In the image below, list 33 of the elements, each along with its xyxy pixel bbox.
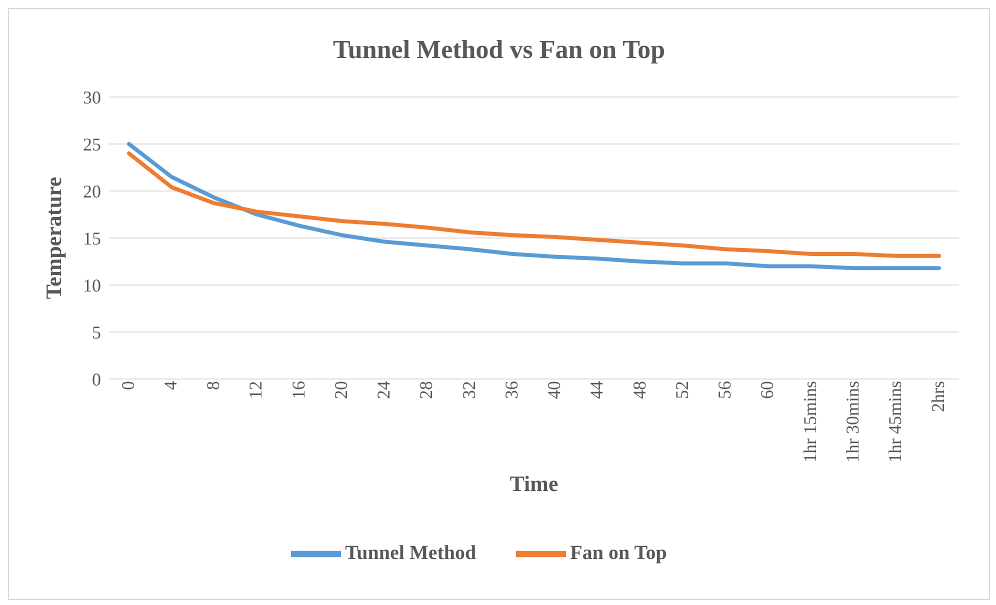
x-tick-label: 1hr 15mins [800,381,820,463]
line-series [127,151,941,258]
x-tick-label: 24 [374,381,394,399]
x-tick-label: 0 [118,381,138,390]
x-tick-label: 12 [246,381,266,399]
x-tick-label: 36 [501,381,522,399]
x-tick-label: 16 [288,381,308,399]
y-tick-label: 15 [83,228,101,248]
y-tick-label: 25 [83,134,101,154]
legend-label: Tunnel Method [345,542,476,564]
chart-title: Tunnel Method vs Fan on Top [332,35,666,65]
x-tick-label: 2hrs [928,381,948,412]
x-tick-label: 1hr 45mins [885,381,906,463]
x-tick-label: 52 [672,381,692,399]
x-tick-label: 44 [586,381,607,399]
x-tick-label: 40 [544,381,564,399]
x-tick-label: 28 [416,381,436,399]
y-tick-label: 20 [83,181,101,202]
y-tick-label: 10 [83,275,101,296]
x-tick-label: 60 [757,381,778,399]
x-tick-label: 1hr 30mins [842,381,863,463]
x-tick-label: 32 [458,381,479,399]
y-tick-label: 30 [83,87,101,108]
y-axis-title: Temperature [40,176,66,300]
x-tick-label: 4 [160,381,180,390]
line-series [127,142,941,270]
x-axis-title: Time [510,471,558,496]
x-tick-label: 20 [330,381,351,399]
y-tick-label: 5 [92,322,101,342]
x-tick-label: 56 [714,381,735,399]
x-tick-label: 48 [629,381,650,399]
legend-label: Fan on Top [570,542,667,564]
x-tick-label: 8 [203,381,224,390]
